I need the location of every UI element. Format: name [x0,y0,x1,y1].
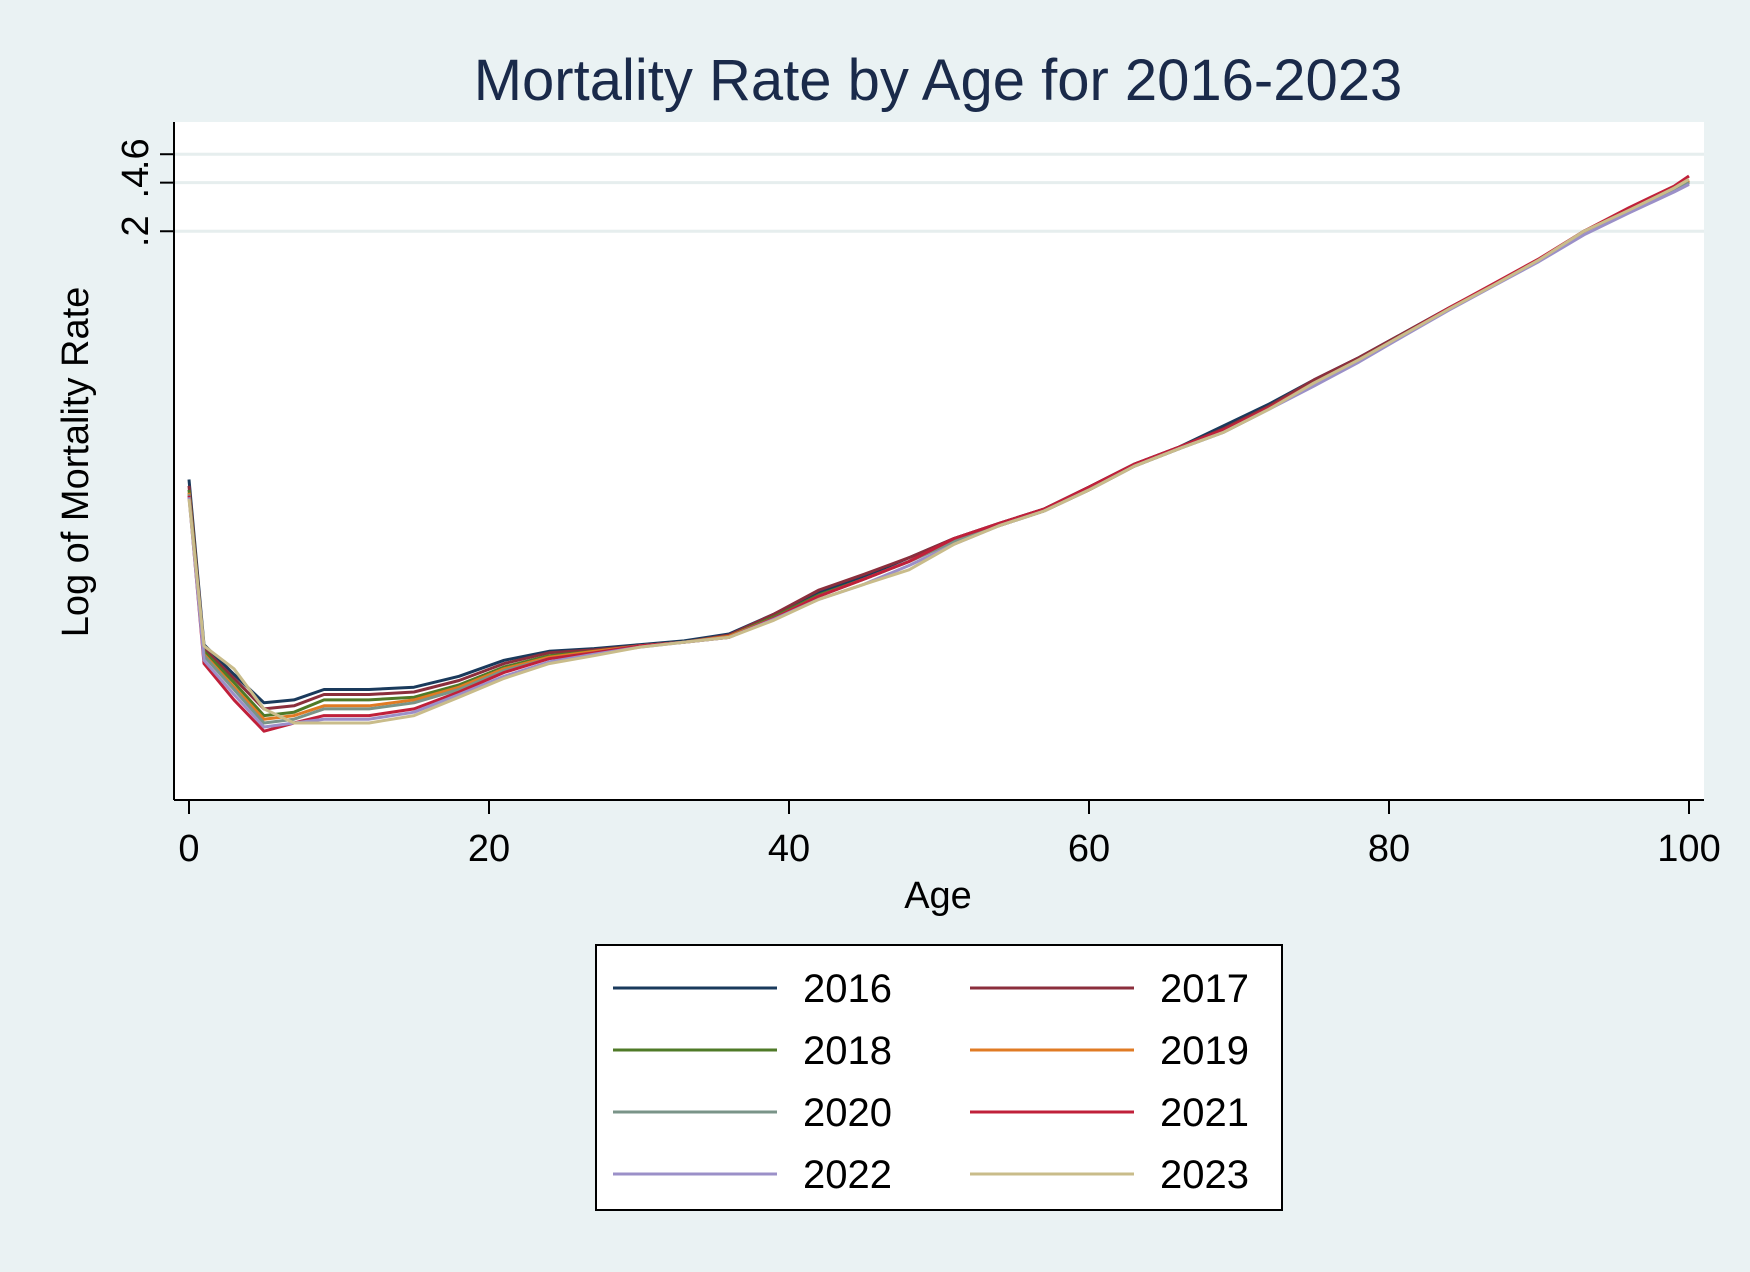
y-axis-label: Log of Mortality Rate [55,287,97,638]
y-tick-label: .2 [115,215,157,247]
legend: 2016 2017 2018 2019 2020 2021 2022 2023 [595,944,1283,1211]
legend-label-2023: 2023 [1160,1153,1249,1197]
x-tick-label: 0 [178,828,199,870]
x-tick-label: 40 [768,828,810,870]
legend-label-2018: 2018 [803,1029,892,1073]
x-axis-ticks: 0 20 40 60 80 100 [178,800,1721,870]
y-axis-ticks: .2 .4.6 [115,138,174,247]
x-tick-label: 100 [1657,828,1720,870]
chart-title: Mortality Rate by Age for 2016-2023 [474,48,1403,113]
y-tick-label: .4 [115,167,157,199]
legend-label-2021: 2021 [1160,1091,1249,1135]
y-tick-label: .6 [115,138,157,170]
x-tick-label: 80 [1368,828,1410,870]
legend-label-2019: 2019 [1160,1029,1249,1073]
legend-label-2022: 2022 [803,1153,892,1197]
legend-items: 2016 2017 2018 2019 2020 2021 2022 2023 [613,967,1249,1197]
series-lines [187,174,1690,733]
legend-label-2016: 2016 [803,967,892,1011]
legend-label-2020: 2020 [803,1091,892,1135]
x-axis-label: Age [904,875,972,917]
x-tick-label: 60 [1068,828,1110,870]
legend-label-2017: 2017 [1160,967,1249,1011]
series-line-2023 [187,177,1690,725]
x-tick-label: 20 [468,828,510,870]
gridlines [174,152,1704,233]
